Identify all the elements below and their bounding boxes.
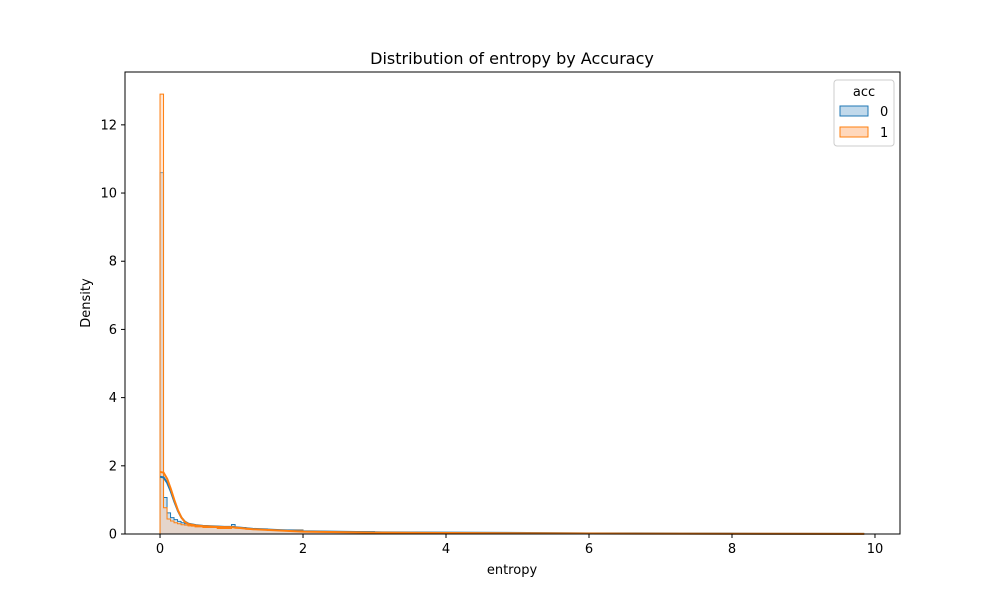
y-tick-label: 10 (100, 187, 117, 202)
histogram-series-1 (159, 93, 865, 535)
legend-title: acc (853, 85, 875, 100)
y-tick-label: 0 (109, 528, 117, 543)
y-tick-label: 6 (109, 323, 117, 338)
x-tick-label: 4 (442, 542, 450, 557)
legend-swatch-1 (839, 126, 869, 138)
y-axis-label: Density (79, 278, 94, 328)
x-axis: 0 2 4 6 8 10 (156, 534, 883, 557)
x-tick-label: 8 (728, 542, 736, 557)
axes-frame (124, 71, 901, 535)
y-tick-label: 4 (109, 391, 117, 406)
x-tick-label: 6 (585, 542, 593, 557)
legend-label-1: 1 (880, 126, 888, 141)
histogram-series-0 (159, 172, 865, 535)
x-tick-label: 10 (867, 542, 884, 557)
x-tick-label: 0 (156, 542, 164, 557)
y-axis: 0 2 4 6 8 10 12 (100, 118, 125, 543)
legend-swatch-0 (839, 105, 869, 117)
y-tick-label: 2 (109, 459, 117, 474)
x-tick-label: 2 (299, 542, 307, 557)
x-axis-label: entropy (487, 563, 538, 578)
y-tick-label: 12 (100, 118, 117, 133)
legend-label-0: 0 (880, 105, 888, 120)
plot-area (159, 93, 865, 535)
legend: acc 0 1 (833, 79, 895, 147)
kde-line-series-0 (159, 475, 865, 535)
y-tick-label: 8 (109, 255, 117, 270)
chart-title: Distribution of entropy by Accuracy (370, 49, 654, 68)
kde-line-series-1 (159, 470, 865, 535)
